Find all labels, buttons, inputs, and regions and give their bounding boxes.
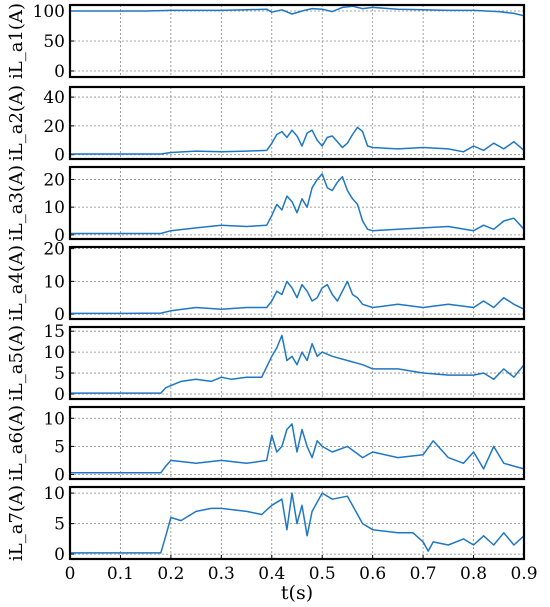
- y-tick-label: 50: [43, 32, 65, 52]
- panel-1: 0 50 100 iL_a1(A): [6, 2, 526, 82]
- x-tick-label: 0.7: [410, 564, 437, 584]
- y-tick-label: 10: [43, 343, 65, 363]
- x-tick-label: 0.5: [309, 564, 336, 584]
- y-axis-label-7: iL_a7(A): [6, 485, 27, 561]
- y-tick-label: 0: [54, 226, 65, 246]
- panel-6: 0 5 10 iL_a6(A): [6, 405, 526, 486]
- panel-frame: [68, 245, 526, 321]
- y-tick-label: 10: [43, 409, 65, 429]
- panel-frame: [68, 165, 526, 241]
- panel-frame: [68, 85, 526, 161]
- x-tick-label: 0.4: [258, 564, 285, 584]
- x-tick-label: 0: [65, 564, 76, 584]
- panel-frame: [68, 405, 526, 481]
- series-line-7: [70, 492, 525, 554]
- series-line-4: [70, 280, 525, 315]
- y-tick-label: 20: [43, 117, 65, 137]
- panel-7: 0 5 10 iL_a7(A): [6, 484, 526, 565]
- y-tick-label: 5: [54, 437, 65, 457]
- y-tick-label: 0: [54, 146, 65, 166]
- y-axis-label-1: iL_a1(A): [6, 3, 27, 79]
- y-tick-label: 0: [54, 305, 65, 325]
- y-tick-label: 10: [43, 198, 65, 218]
- y-axis-label-3: iL_a3(A): [6, 165, 27, 241]
- series-line-6: [70, 423, 525, 474]
- y-tick-label: 40: [43, 88, 65, 108]
- y-tick-label: 10: [43, 272, 65, 292]
- x-tick-label: 0.9: [510, 564, 537, 584]
- series-line-2: [70, 126, 525, 155]
- y-axis-label-5: iL_a5(A): [6, 325, 27, 401]
- y-tick-label: 20: [43, 170, 65, 190]
- series-line-1: [70, 5, 525, 17]
- y-tick-label: 5: [54, 515, 65, 535]
- panel-frame: [68, 485, 526, 561]
- x-tick-label: 0.2: [157, 564, 184, 584]
- x-tick-label: 0.1: [107, 564, 134, 584]
- y-tick-label: 100: [33, 2, 65, 22]
- y-axis-label-6: iL_a6(A): [6, 405, 27, 481]
- x-tick-labels: 0 0.1 0.2 0.3 0.4 0.5 0.6 0.7 0.8 0.9: [65, 555, 538, 584]
- y-tick-label: 15: [43, 322, 65, 342]
- panel-3: 0 10 20 iL_a3(A): [6, 165, 526, 246]
- y-tick-label: 0: [54, 545, 65, 565]
- series-line-3: [70, 173, 525, 235]
- y-tick-label: 0: [54, 385, 65, 405]
- x-tick-label: 0.6: [359, 564, 386, 584]
- y-axis-label-4: iL_a4(A): [6, 245, 27, 321]
- chart-panels: 050100iL_a1(A)02040iL_a2(A)01020iL_a3(A)…: [6, 2, 526, 565]
- panel-4: 0 10 20 iL_a4(A): [6, 240, 526, 325]
- series-line-5: [70, 334, 525, 394]
- y-tick-label: 20: [43, 240, 65, 260]
- y-tick-label: 0: [54, 62, 65, 82]
- panel-frame: [68, 325, 526, 401]
- x-axis-label: t(s): [281, 582, 313, 604]
- y-tick-label: 10: [43, 484, 65, 504]
- panel-2: 0 20 40 iL_a2(A): [6, 85, 526, 166]
- x-tick-label: 0.3: [208, 564, 235, 584]
- y-tick-label: 0: [54, 466, 65, 486]
- panel-frame: [68, 3, 526, 79]
- y-axis-label-2: iL_a2(A): [6, 85, 27, 161]
- x-tick-label: 0.8: [460, 564, 487, 584]
- y-tick-label: 5: [54, 364, 65, 384]
